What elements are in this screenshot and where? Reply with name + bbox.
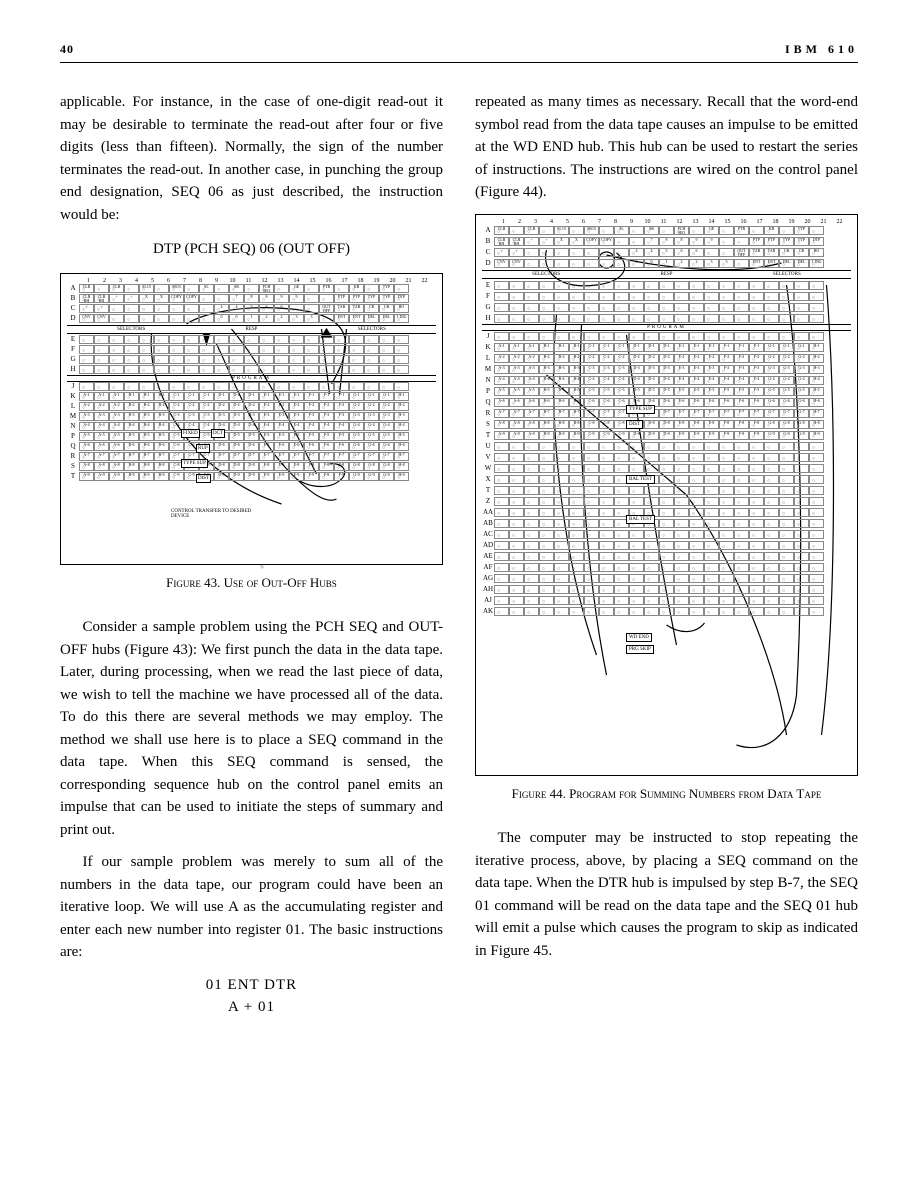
left-para-2: Consider a sample problem using the PCH … — [60, 616, 443, 841]
left-para-3: If our sample problem was merely to sum … — [60, 851, 443, 964]
instr-1: 01 ENT DTR — [206, 974, 297, 997]
figure-43-panel: 12345678910111213141516171819202122ACLRC… — [60, 273, 443, 565]
figure-43-caption: Figure 43. Use of Out-Off Hubs — [60, 573, 443, 593]
page-number: 40 — [60, 40, 74, 58]
right-column: repeated as many times as necessary. Rec… — [475, 91, 858, 1025]
right-para-1: repeated as many times as necessary. Rec… — [475, 91, 858, 204]
figure-44-caption: Figure 44. Program for Summing Numbers f… — [475, 784, 858, 804]
right-para-2: The computer may be instructed to stop r… — [475, 827, 858, 962]
left-para-1: applicable. For instance, in the case of… — [60, 91, 443, 226]
instr-2: A + 01 — [206, 996, 297, 1019]
left-column: applicable. For instance, in the case of… — [60, 91, 443, 1025]
book-title: IBM 610 — [785, 40, 858, 58]
page-header: 40 IBM 610 — [60, 40, 858, 63]
instruction-line: DTP (PCH SEQ) 06 (OUT OFF) — [60, 238, 443, 261]
figure-44-panel: 12345678910111213141516171819202122ACLRC… — [475, 214, 858, 776]
instruction-block: 01 ENT DTR A + 01 — [206, 974, 297, 1019]
body-columns: applicable. For instance, in the case of… — [60, 91, 858, 1025]
